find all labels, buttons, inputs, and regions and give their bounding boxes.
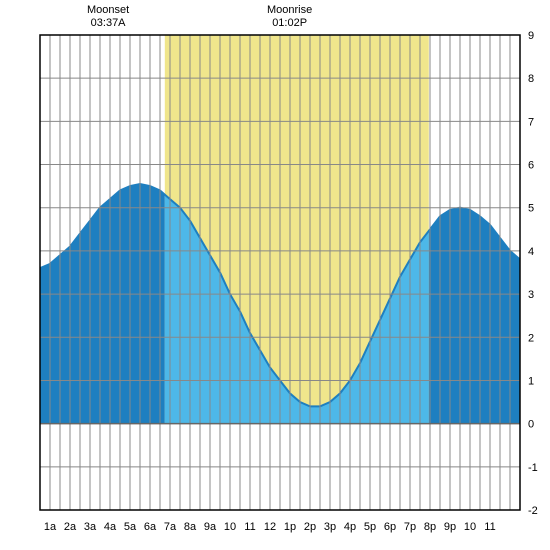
svg-text:5: 5 [528,203,534,215]
svg-text:1a: 1a [44,521,57,533]
tide-chart: Moonset 03:37A Moonrise 01:02P -2-101234… [0,0,550,550]
svg-text:9p: 9p [444,521,456,533]
moonset-time: 03:37A [87,17,129,30]
svg-text:7a: 7a [164,521,177,533]
svg-text:10: 10 [464,521,476,533]
moonrise-title: Moonrise [267,4,312,17]
svg-text:2p: 2p [304,521,316,533]
moonset-label: Moonset 03:37A [87,4,129,30]
svg-text:10: 10 [224,521,236,533]
svg-text:4: 4 [528,246,534,258]
moonset-title: Moonset [87,4,129,17]
svg-text:9: 9 [528,30,534,42]
svg-text:-1: -1 [528,462,538,474]
svg-text:3a: 3a [84,521,97,533]
svg-text:5p: 5p [364,521,376,533]
svg-text:7: 7 [528,116,534,128]
svg-text:3: 3 [528,289,534,301]
svg-text:4a: 4a [104,521,117,533]
moonrise-label: Moonrise 01:02P [267,4,312,30]
svg-text:4p: 4p [344,521,356,533]
svg-text:1: 1 [528,375,534,387]
svg-text:8p: 8p [424,521,436,533]
svg-text:12: 12 [264,521,276,533]
svg-text:11: 11 [244,521,255,533]
svg-text:0: 0 [528,419,534,431]
moonrise-time: 01:02P [267,17,312,30]
svg-text:8: 8 [528,73,534,85]
svg-text:3p: 3p [324,521,336,533]
svg-text:-2: -2 [528,505,538,517]
svg-text:8a: 8a [184,521,197,533]
svg-text:6a: 6a [144,521,157,533]
svg-text:7p: 7p [404,521,416,533]
svg-text:1p: 1p [284,521,296,533]
svg-text:6p: 6p [384,521,396,533]
svg-text:2: 2 [528,332,534,344]
svg-text:2a: 2a [64,521,77,533]
svg-text:6: 6 [528,160,534,172]
svg-text:5a: 5a [124,521,137,533]
svg-text:11: 11 [484,521,495,533]
svg-text:9a: 9a [204,521,217,533]
chart-svg: -2-101234567891a2a3a4a5a6a7a8a9a1011121p… [0,0,550,550]
